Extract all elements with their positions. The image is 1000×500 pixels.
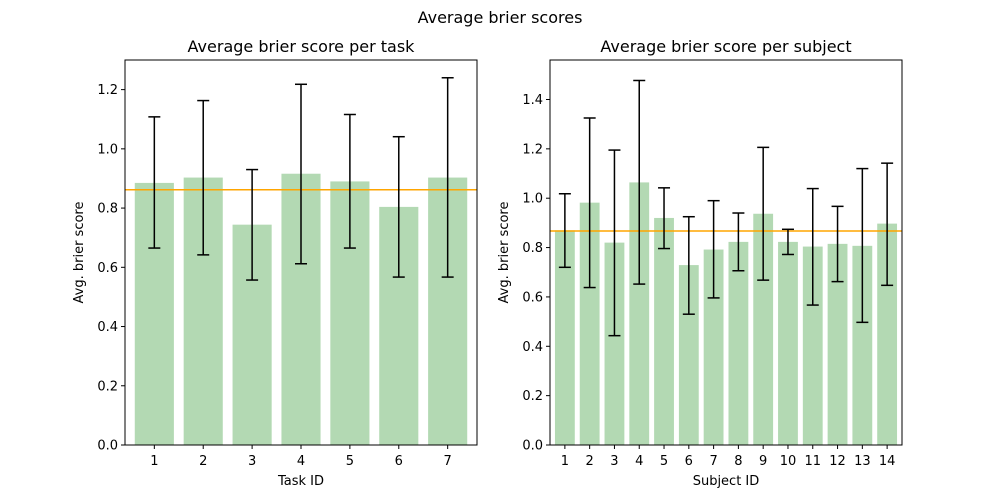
bar-11 — [802, 246, 823, 445]
x-tick-label: 1 — [561, 454, 569, 469]
bar-4 — [629, 182, 650, 445]
x-tick-label: 7 — [709, 454, 717, 469]
y-tick-label: 0.0 — [97, 439, 118, 454]
task-chart: 0.0 0.2 0.4 0.6 0.8 1.0 1.2 1 2 3 4 5 6 7 Average brie… — [72, 37, 478, 489]
bar-10 — [778, 241, 798, 445]
error-bar-5 — [343, 113, 356, 249]
y-tick-label: 0.4 — [522, 340, 543, 355]
x-tick-label: 7 — [444, 454, 452, 469]
x-tick-label: 10 — [780, 454, 797, 469]
error-bar-1 — [148, 116, 161, 249]
x-tick-label: 6 — [685, 454, 693, 469]
error-bar-1 — [558, 193, 571, 269]
error-bar-3 — [608, 149, 621, 337]
error-bar-6 — [392, 135, 405, 278]
y-tick-label: 0.0 — [522, 439, 543, 454]
bar-3 — [604, 242, 625, 445]
x-tick-label: 8 — [734, 454, 742, 469]
x-tick-label: 2 — [199, 454, 207, 469]
axes-frame — [549, 59, 903, 446]
bar-5 — [654, 217, 674, 445]
bar-12 — [827, 243, 848, 445]
y-tick-label: 0.8 — [97, 202, 118, 217]
bar-6 — [678, 265, 699, 445]
y-tick-label: 0.2 — [522, 389, 543, 404]
x-tick-label: 12 — [829, 454, 846, 469]
bar-9 — [753, 213, 774, 445]
y-tick-label: 0.8 — [522, 241, 543, 256]
y-axis-label: Avg. brier score — [497, 202, 512, 304]
x-axis-label: Task ID — [277, 474, 324, 489]
error-bar-7 — [441, 77, 454, 278]
error-bar-2 — [197, 99, 210, 256]
x-tick-label: 6 — [395, 454, 403, 469]
error-bar-9 — [757, 146, 770, 281]
y-tick-label: 0.6 — [97, 261, 118, 276]
x-tick-label: 1 — [150, 454, 158, 469]
error-bar-3 — [246, 168, 259, 281]
y-tick-label: 0.6 — [522, 290, 543, 305]
x-tick-label: 13 — [854, 454, 871, 469]
error-bar-12 — [831, 205, 844, 283]
y-axis-label: Avg. brier score — [72, 202, 87, 304]
chart-title: Average brier score per task — [188, 37, 416, 56]
figure-title: Average brier scores — [418, 8, 583, 27]
bar-2 — [579, 202, 600, 445]
subject-chart: 0.00.20.40.60.81.01.21.41 2 3 4 5 6 7 8 9 10 11 12 1… — [497, 37, 903, 489]
y-tick-label: 1.2 — [522, 142, 543, 157]
error-bar-4 — [633, 79, 646, 285]
y-tick-label: 1.0 — [522, 192, 543, 207]
x-tick-label: 5 — [346, 454, 354, 469]
error-bar-8 — [732, 212, 745, 272]
error-bar-10 — [781, 228, 794, 256]
error-bar-4 — [295, 83, 307, 265]
error-bar-7 — [707, 199, 720, 299]
bar-14 — [877, 223, 898, 445]
x-axis-label: Subject ID — [693, 474, 760, 489]
y-tick-label: 1.0 — [97, 142, 118, 157]
error-bar-5 — [658, 187, 671, 250]
x-tick-label: 3 — [610, 454, 618, 469]
y-tick-label: 1.2 — [97, 83, 118, 98]
x-tick-label: 5 — [660, 454, 668, 469]
error-bar-14 — [881, 162, 894, 287]
y-tick-label: 1.4 — [522, 93, 543, 108]
bar-8 — [728, 241, 749, 445]
x-tick-label: 4 — [635, 454, 643, 469]
y-tick-label: 0.4 — [97, 320, 118, 335]
x-tick-label: 4 — [297, 454, 305, 469]
x-tick-label: 2 — [586, 454, 594, 469]
error-bar-13 — [856, 167, 869, 324]
bar-13 — [852, 245, 873, 445]
chart-title: Average brier score per subject — [600, 37, 851, 56]
x-tick-label: 11 — [804, 454, 821, 469]
error-bar-2 — [583, 117, 596, 289]
error-bar-6 — [682, 215, 695, 315]
x-tick-label: 14 — [879, 454, 896, 469]
x-tick-label: 9 — [759, 454, 767, 469]
error-bar-11 — [806, 187, 819, 306]
y-tick-label: 0.2 — [97, 379, 118, 394]
bar-1 — [554, 230, 575, 445]
x-tick-label: 3 — [248, 454, 256, 469]
